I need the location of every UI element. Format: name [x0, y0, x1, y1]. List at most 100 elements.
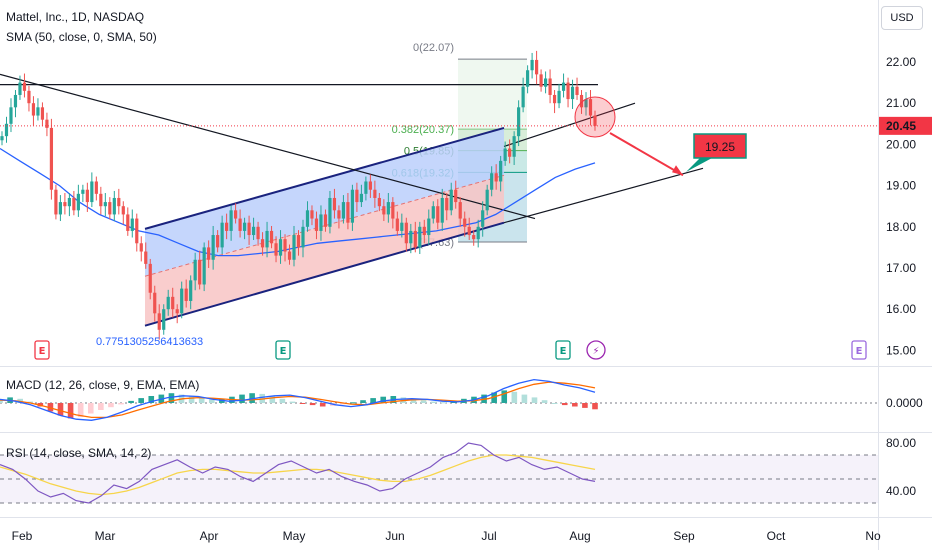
- candle-body: [31, 103, 36, 116]
- candle-body: [494, 173, 498, 182]
- y-tick-label: 19.00: [886, 179, 916, 193]
- candle-body: [512, 136, 516, 157]
- channel-upper-zone: [145, 127, 504, 277]
- earnings-event-icon: [275, 340, 291, 360]
- candle-body: [449, 189, 453, 211]
- macd-histogram-bar: [531, 397, 538, 403]
- candle-body: [229, 210, 233, 231]
- macd-panel[interactable]: [0, 378, 878, 421]
- last-price-label: 20.45: [886, 119, 916, 133]
- channel-lower-line: [144, 221, 505, 327]
- candle-body: [238, 218, 242, 231]
- rsi-legend[interactable]: RSI (14, close, SMA, 14, 2): [6, 446, 152, 460]
- candle-body: [130, 218, 134, 231]
- axes: Feb Mar Apr May Jun Jul Aug Sep Oct No 22.00 21.00 2…: [12, 55, 923, 543]
- macd-histogram-bar: [249, 393, 255, 403]
- macd-histogram-bar: [299, 403, 306, 404]
- candle-body: [490, 173, 494, 190]
- candle-body: [382, 206, 386, 215]
- macd-legend[interactable]: MACD (12, 26, close, 9, EMA, EMA): [6, 378, 200, 392]
- candle-body: [431, 206, 435, 219]
- candle-body: [319, 214, 323, 231]
- candle-body: [445, 197, 449, 211]
- candle-body: [310, 210, 314, 219]
- macd-histogram-bar: [511, 391, 518, 403]
- rsi-y-tick: 80.00: [886, 436, 916, 450]
- channel-lower-zone: [145, 175, 504, 326]
- event-icon-label: E: [560, 346, 567, 357]
- candle-body: [4, 123, 9, 137]
- x-tick-label: Sep: [673, 529, 695, 543]
- candle-body: [337, 210, 341, 219]
- candle-body: [121, 206, 125, 215]
- candle-body: [305, 210, 310, 227]
- macd-histogram-bar: [561, 403, 568, 406]
- candle-body: [391, 202, 395, 219]
- earnings-event-icon: [555, 340, 571, 360]
- candle-body: [332, 197, 337, 211]
- candle-body: [467, 226, 471, 236]
- x-tick-label: Feb: [12, 529, 33, 543]
- event-icon-label: E: [280, 346, 287, 357]
- price-panel[interactable]: 0(22.07)0.382(20.37)0.5(19.85)0.618(19.3…: [0, 42, 932, 360]
- candle-body: [570, 86, 575, 100]
- sma-legend[interactable]: SMA (50, close, 0, SMA, 50): [6, 30, 157, 44]
- candle-body: [242, 222, 247, 231]
- macd-histogram-bar: [239, 394, 245, 403]
- rsi-panel[interactable]: [0, 442, 878, 504]
- earnings-event-icon: [851, 340, 867, 360]
- macd-histogram-bar: [582, 403, 588, 408]
- candle-body: [171, 296, 175, 310]
- x-tick-label: Mar: [95, 529, 116, 543]
- target-label-pointer: [686, 158, 712, 172]
- candle-body: [189, 280, 193, 301]
- candle-body: [54, 189, 58, 215]
- candle-body: [162, 309, 166, 330]
- y-tick-label: 20.00: [886, 137, 916, 151]
- candle-body: [364, 181, 368, 194]
- macd-histogram-bar: [128, 400, 134, 403]
- candle-body: [135, 218, 139, 244]
- target-arrow-head: [672, 165, 683, 176]
- candle-body: [184, 288, 188, 301]
- macd-histogram-bar: [350, 402, 356, 404]
- rising-support-line: [503, 167, 704, 224]
- candle-body: [323, 214, 328, 227]
- candle-body: [117, 197, 121, 207]
- candle-body: [400, 222, 404, 231]
- channel-mid-line: [144, 174, 505, 277]
- macd-histogram-bar: [319, 403, 326, 407]
- candle-body: [566, 82, 570, 100]
- macd-histogram-bar: [491, 392, 497, 403]
- candle-body: [539, 74, 543, 87]
- event-icon-label: E: [39, 346, 46, 357]
- candle-body: [94, 181, 98, 194]
- target-label-text: 19.25: [705, 140, 735, 154]
- candle-body: [548, 78, 552, 95]
- candle-body: [584, 99, 588, 108]
- candle-body: [278, 239, 283, 256]
- candle-body: [287, 251, 292, 260]
- candle-body: [503, 148, 507, 161]
- macd-histogram-bar: [430, 401, 437, 403]
- rsi-line: [0, 442, 596, 504]
- candle-body: [404, 222, 408, 244]
- rsi-ma-line: [0, 454, 596, 496]
- candle-body: [526, 70, 530, 87]
- candle-body: [481, 210, 485, 227]
- x-tick-label: Aug: [569, 529, 590, 543]
- currency-button[interactable]: USD: [881, 6, 923, 30]
- candle-body: [359, 193, 363, 203]
- macd-histogram-bar: [551, 403, 558, 404]
- candle-body: [593, 115, 597, 126]
- macd-histogram-bar: [572, 403, 578, 407]
- candle-body: [76, 193, 80, 211]
- macd-histogram-bar: [208, 399, 215, 403]
- macd-histogram-bar: [370, 398, 376, 403]
- candle-body: [346, 202, 350, 223]
- candle-body: [63, 202, 67, 207]
- candle-body: [409, 230, 413, 244]
- candles: [0, 50, 597, 340]
- macd-histogram-bar: [309, 403, 316, 406]
